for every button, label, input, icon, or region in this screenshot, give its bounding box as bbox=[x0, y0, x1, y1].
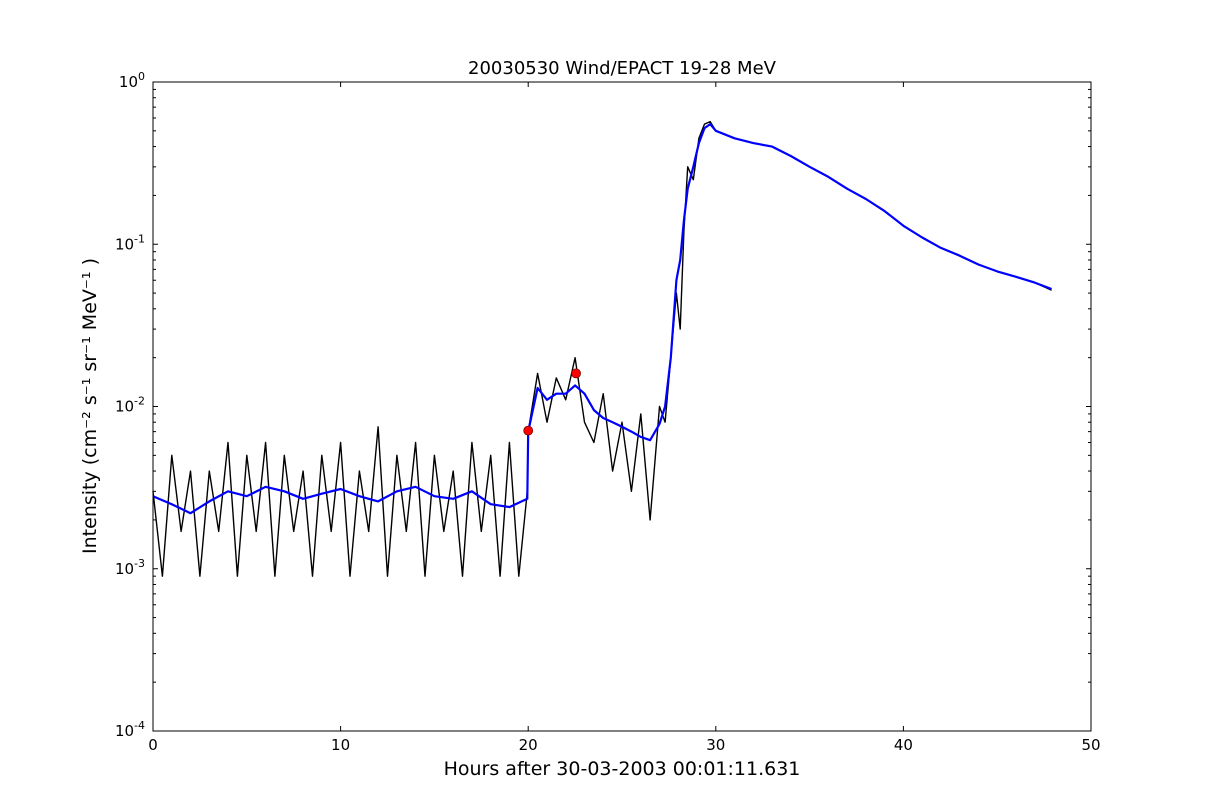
y-tick-label: 10-1 bbox=[115, 232, 145, 253]
y-tick-label-base: 10 bbox=[115, 722, 134, 740]
minor-tick-layer bbox=[153, 88, 1091, 683]
y-tick-label-exponent: -1 bbox=[134, 232, 145, 245]
y-tick-label-exponent: -2 bbox=[134, 395, 145, 408]
series-layer bbox=[152, 120, 1052, 577]
x-tick-label: 30 bbox=[706, 736, 725, 754]
marker-point-1 bbox=[523, 425, 534, 436]
x-tick-label: 20 bbox=[519, 736, 538, 754]
y-axis-label: Intensity (cm⁻² s⁻¹ sr⁻¹ MeV⁻¹ ) bbox=[79, 258, 101, 554]
y-tick-label: 100 bbox=[119, 70, 145, 91]
y-tick-label: 10-2 bbox=[115, 395, 145, 416]
y-tick-label-base: 10 bbox=[115, 560, 134, 578]
y-tick-label: 10-3 bbox=[115, 557, 145, 578]
plot-area bbox=[153, 82, 1091, 731]
marker-point-2 bbox=[571, 368, 581, 379]
y-tick-label-exponent: -3 bbox=[134, 557, 145, 570]
y-tick-label-exponent: 0 bbox=[138, 70, 145, 83]
marker-layer bbox=[523, 368, 581, 436]
x-tick-label: 0 bbox=[148, 736, 158, 754]
x-tick-label: 50 bbox=[1081, 736, 1100, 754]
y-tick-label-exponent: -4 bbox=[134, 719, 145, 732]
chart-title: 20030530 Wind/EPACT 19-28 MeV bbox=[468, 58, 777, 79]
y-tick-label-base: 10 bbox=[119, 73, 138, 91]
series-line-smoothed bbox=[152, 122, 1052, 515]
y-tick-label-base: 10 bbox=[115, 398, 134, 416]
x-tick-label: 40 bbox=[894, 736, 913, 754]
y-tick-label-base: 10 bbox=[115, 235, 134, 253]
x-tick-label: 10 bbox=[331, 736, 350, 754]
x-axis-label: Hours after 30-03-2003 00:01:11.631 bbox=[444, 758, 801, 780]
y-tick-label: 10-4 bbox=[115, 719, 145, 740]
